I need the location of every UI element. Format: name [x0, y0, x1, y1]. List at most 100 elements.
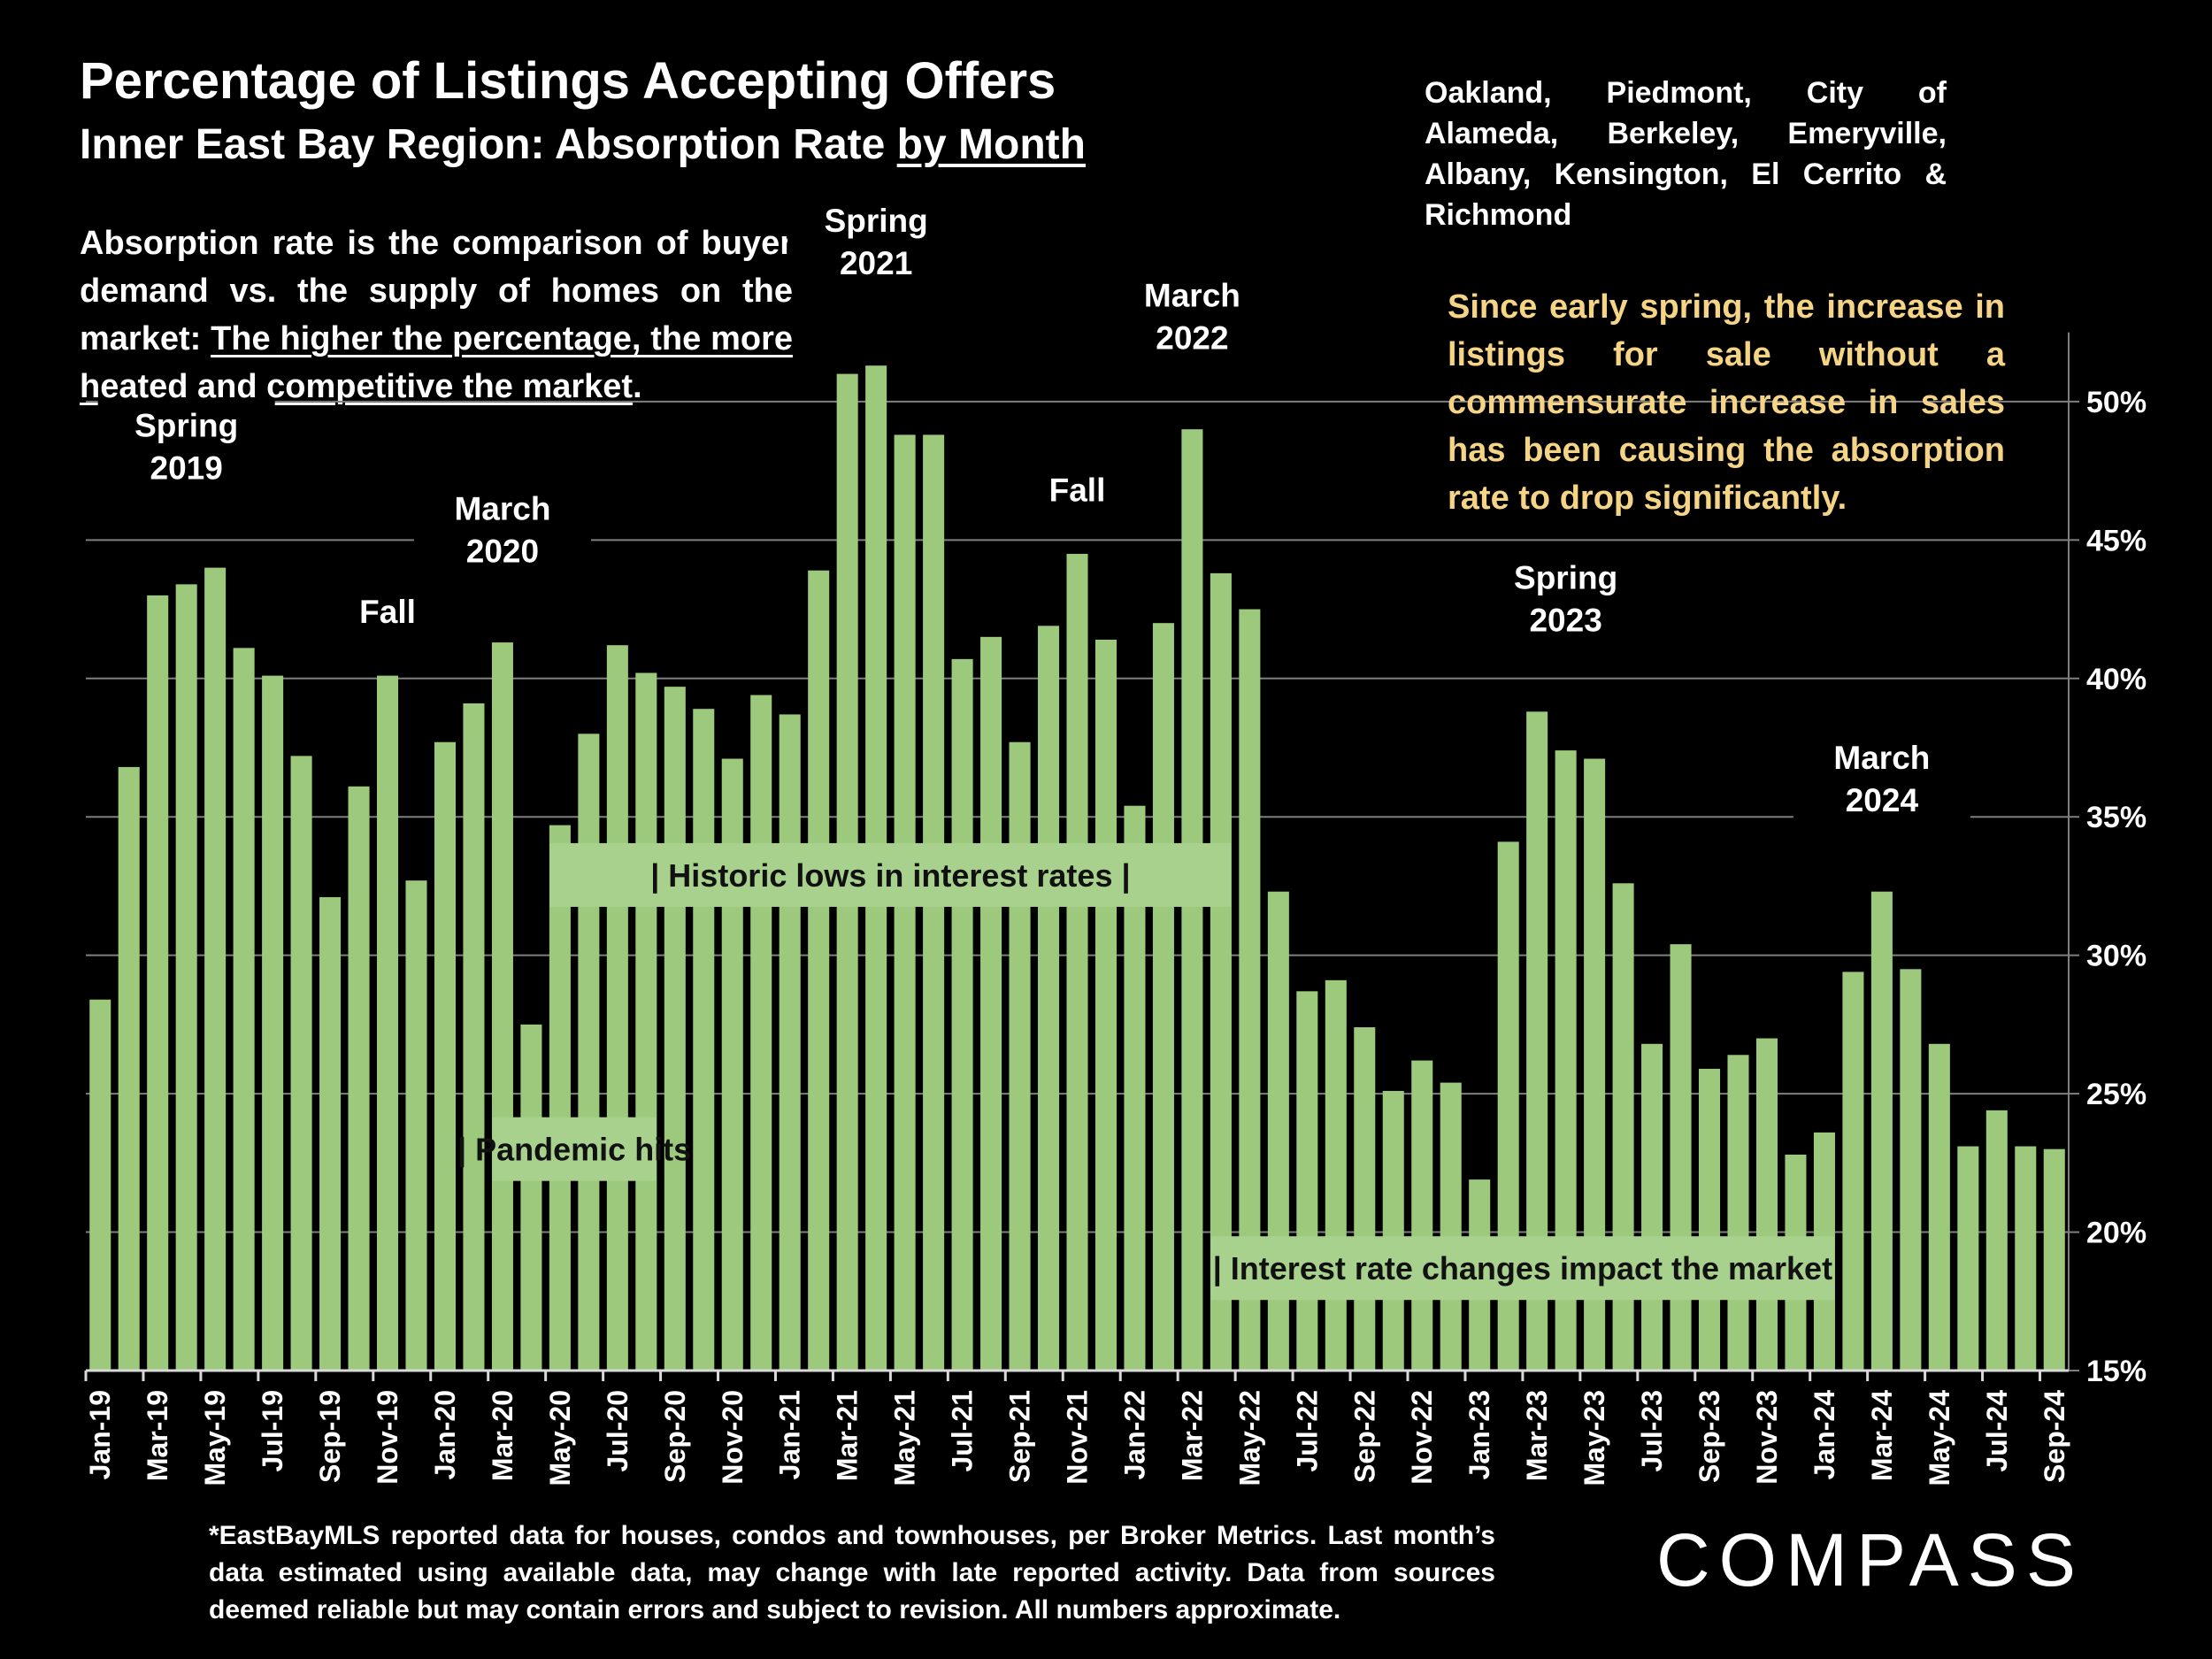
peak-annotation: Fall [359, 594, 416, 630]
explanation-suffix: . [633, 368, 642, 405]
bar [319, 896, 342, 1371]
bar [549, 825, 571, 1371]
y-tick-label: 15% [2086, 1355, 2147, 1388]
x-tick-label: Jul-20 [602, 1390, 634, 1471]
footnote: *EastBayMLS reported data for houses, co… [209, 1521, 1495, 1624]
peak-annotation: 2023 [1529, 603, 1601, 639]
bar [1382, 1090, 1404, 1371]
annotation-bg [787, 194, 965, 285]
annotation-bg [97, 399, 275, 490]
x-tick-label: Jan-23 [1463, 1390, 1495, 1479]
peak-annotation: 2024 [1846, 782, 1919, 818]
bar [1296, 991, 1318, 1371]
bar [1670, 944, 1692, 1371]
peak-annotation: 2020 [466, 533, 539, 569]
annotation-bg [1103, 269, 1281, 360]
subtitle-prefix: Inner East Bay Region: Absorption Rate [80, 121, 897, 168]
x-tick-label: Sep-24 [2039, 1390, 2070, 1483]
x-tick-label: Jul-23 [1636, 1390, 1668, 1471]
peak-annotation: March [454, 490, 550, 526]
bar [1354, 1027, 1376, 1371]
bar [1755, 1038, 1778, 1371]
annotation-bg [1793, 731, 1970, 822]
peak-annotation: March [1833, 740, 1930, 776]
bar [1066, 553, 1088, 1371]
x-tick-label: Mar-23 [1521, 1390, 1553, 1481]
bar [1900, 969, 1922, 1371]
bar [779, 714, 801, 1371]
bar [348, 786, 370, 1371]
bar [635, 672, 657, 1371]
x-tick-label: Sep-19 [314, 1390, 346, 1483]
x-tick-label: Sep-21 [1004, 1390, 1036, 1483]
explanation-text: Absorption rate is the comparison of buy… [80, 219, 793, 411]
x-tick-label: Nov-21 [1062, 1390, 1094, 1485]
explanation-prefix: Absorption rate is the comparison of buy… [80, 225, 793, 357]
x-tick-label: May-22 [1233, 1390, 1265, 1486]
y-tick-label: 50% [2086, 386, 2147, 419]
x-tick-label: Jul-22 [1291, 1390, 1323, 1471]
x-tick-label: Mar-19 [142, 1390, 173, 1481]
y-tick-label: 25% [2086, 1078, 2147, 1111]
bar [463, 703, 485, 1371]
bar [1641, 1043, 1663, 1371]
x-tick-label: Jan-20 [429, 1390, 461, 1479]
bar [1842, 972, 1864, 1371]
peak-annotation: 2021 [840, 245, 912, 281]
bar [1870, 891, 1893, 1371]
bar [491, 642, 513, 1371]
bar [405, 880, 427, 1371]
trend-note: Since early spring, the increase in list… [1448, 288, 2005, 517]
x-tick-label: Jul-24 [1981, 1390, 2013, 1472]
annotation-bg [1477, 551, 1655, 642]
peak-annotation: Fall [1049, 472, 1106, 509]
x-tick-label: Sep-20 [659, 1390, 691, 1483]
bar [377, 675, 399, 1371]
chart-subtitle: Inner East Bay Region: Absorption Rate b… [80, 120, 1086, 169]
region-list: Oakland, Piedmont, City of Alameda, Berk… [1425, 76, 1947, 232]
x-tick-label: May-21 [889, 1390, 921, 1486]
bar [1411, 1060, 1433, 1371]
x-tick-label: Mar-24 [1866, 1390, 1898, 1481]
bar [606, 645, 628, 1371]
y-tick-label: 45% [2086, 524, 2147, 557]
x-tick-label: Nov-20 [717, 1390, 749, 1485]
y-tick-label: 30% [2086, 940, 2147, 973]
x-tick-label: Nov-23 [1751, 1390, 1783, 1485]
x-tick-label: Jul-21 [947, 1390, 979, 1471]
y-tick-label: 20% [2086, 1217, 2147, 1250]
bar [1009, 741, 1031, 1371]
y-tick-label: 40% [2086, 663, 2147, 696]
bar [89, 999, 111, 1371]
bar [1152, 623, 1174, 1371]
x-tick-label: May-19 [199, 1390, 231, 1486]
x-tick-label: Sep-22 [1348, 1390, 1380, 1483]
bar [1325, 979, 1347, 1371]
callout-text: | Interest rate changes impact the marke… [1213, 1250, 1832, 1287]
peak-annotation: March [1144, 277, 1240, 313]
x-tick-label: May-20 [544, 1390, 576, 1486]
x-tick-label: Jan-22 [1118, 1390, 1150, 1479]
callout-box [1210, 1236, 1835, 1301]
bar [980, 636, 1002, 1371]
x-tick-label: Jan-21 [774, 1390, 806, 1479]
x-tick-label: May-24 [1924, 1390, 1955, 1486]
x-tick-label: Sep-23 [1694, 1390, 1725, 1483]
bar [1440, 1082, 1462, 1371]
bar [951, 658, 973, 1371]
peak-annotation: 2019 [150, 449, 223, 486]
bar [204, 567, 227, 1371]
bar [750, 695, 772, 1371]
bar [118, 766, 140, 1371]
annotation-bg [988, 464, 1166, 512]
bar [693, 709, 715, 1371]
bar [1727, 1055, 1749, 1371]
x-tick-label: Jul-19 [257, 1390, 288, 1471]
compass-logo: COMPASS [1656, 1518, 2085, 1601]
bar [434, 741, 456, 1371]
bar [262, 675, 284, 1371]
annotation-bg [299, 586, 477, 634]
y-tick-label: 35% [2086, 801, 2147, 834]
explanation-underlined: The higher the percentage, the more heat… [80, 320, 794, 405]
